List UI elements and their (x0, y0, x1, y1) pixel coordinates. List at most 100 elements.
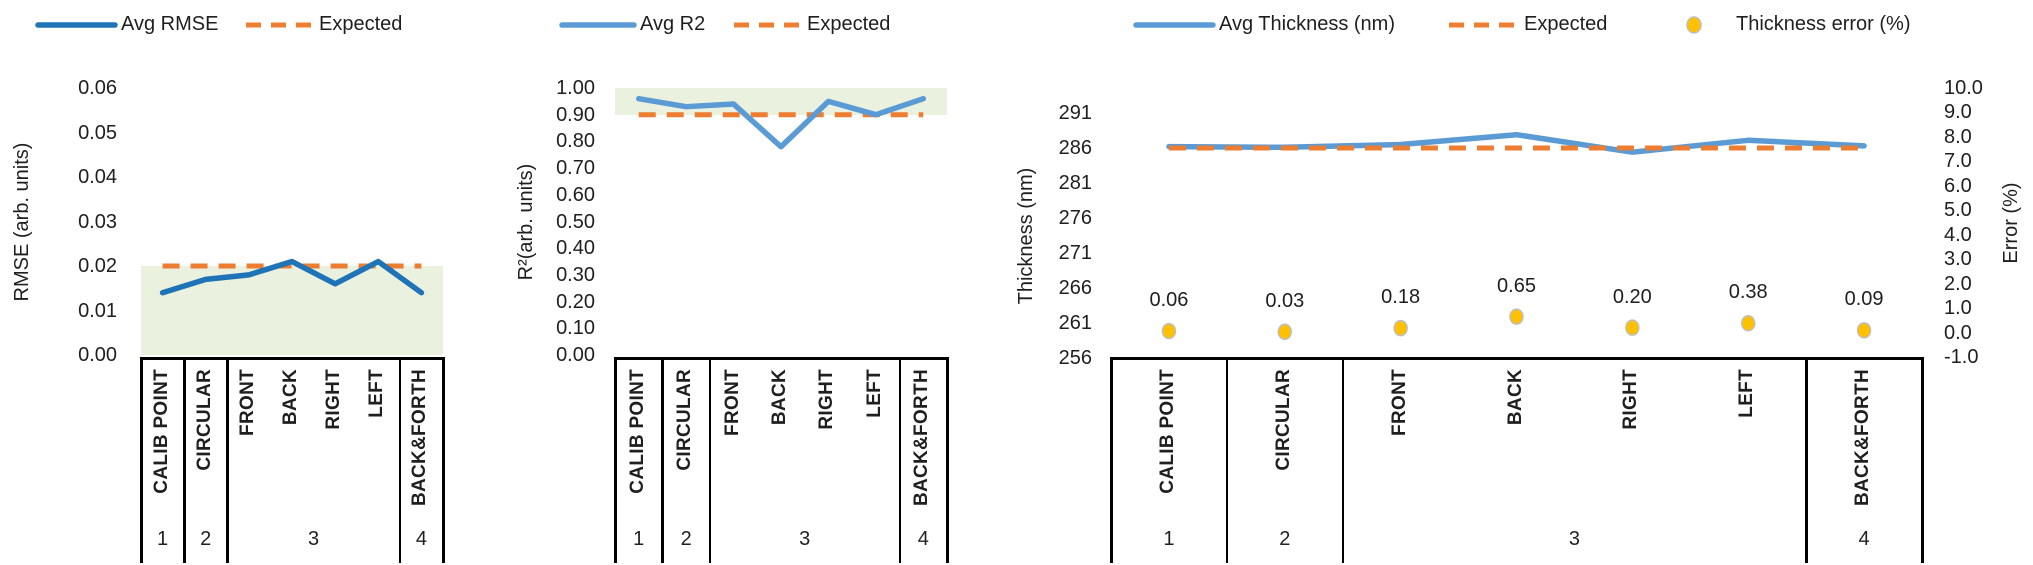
thickness-error-point (1856, 322, 1872, 339)
y-tick-label: 276 (1058, 207, 1092, 229)
y2-tick-label: 2.0 (1944, 272, 1972, 295)
x-axis-table-divider (1921, 357, 1924, 563)
target-band (141, 266, 443, 355)
y-tick-label: 0.60 (556, 183, 595, 206)
y-tick-label: 256 (1058, 347, 1092, 369)
x-axis-table-divider (183, 357, 186, 563)
thickness-error-point (1393, 319, 1408, 337)
x-group-label: 3 (308, 528, 320, 550)
x-axis-table-top-border (140, 357, 444, 360)
x-category-label: CIRCULAR (674, 369, 696, 471)
x-axis-table-divider (398, 357, 402, 563)
point-value-label: 0.38 (1728, 281, 1768, 304)
y-tick-label: 1.00 (556, 77, 595, 99)
y-tick-label: 0.05 (78, 121, 117, 144)
x-group-label: 4 (1858, 528, 1870, 550)
x-group-label: 2 (1279, 528, 1291, 550)
x-group-label: 2 (680, 528, 692, 550)
point-value-label: 0.20 (1612, 285, 1652, 308)
legend-label: Expected (319, 13, 403, 35)
y2-tick-label: 5.0 (1944, 199, 1972, 222)
x-axis-table-divider (661, 357, 664, 563)
x-category-label: RIGHT (323, 369, 345, 430)
x-group-label: 1 (157, 528, 169, 550)
legend-label: Thickness error (%) (1736, 13, 1911, 35)
y-tick-label: 0.06 (78, 77, 117, 99)
y2-axis-title: Error (%) (1999, 181, 2022, 264)
y-tick-label: 0.90 (556, 103, 595, 126)
y2-tick-label: 7.0 (1944, 150, 1972, 173)
y2-tick-label: 3.0 (1944, 248, 1972, 271)
y-tick-label: 271 (1058, 242, 1092, 264)
point-value-label: 0.03 (1265, 289, 1305, 312)
x-group-label: 3 (1568, 528, 1580, 550)
x-category-label: BACK&FORTH (911, 369, 933, 507)
x-axis-table-divider (898, 357, 902, 563)
y2-tick-label: 1.0 (1944, 297, 1972, 320)
series-line-avg-rmse (159, 258, 425, 296)
series-line-avg-r2 (635, 95, 927, 150)
thickness-error-point (1161, 322, 1177, 340)
x-axis-table-divider (1805, 357, 1808, 563)
x-category-label: BACK (280, 369, 301, 426)
legend-label: Expected (807, 13, 891, 35)
y-tick-label: 0.00 (556, 344, 595, 366)
x-group-label: 4 (415, 528, 427, 550)
x-axis-table-divider (1341, 357, 1345, 563)
y-tick-label: 0.30 (556, 263, 595, 286)
point-value-label: 0.65 (1497, 274, 1536, 297)
y-tick-label: 286 (1058, 137, 1092, 159)
y-tick-label: 0.40 (556, 237, 595, 260)
x-category-label: FRONT (236, 369, 258, 436)
x-category-label: RIGHT (816, 369, 838, 430)
legend-label: Expected (1524, 13, 1608, 35)
x-category-label: CALIB POINT (1156, 369, 1178, 494)
y2-tick-label: 4.0 (1944, 223, 1972, 246)
x-category-label: LEFT (1736, 369, 1758, 418)
y2-tick-label: -1.0 (1944, 346, 1979, 368)
y2-tick-label: 9.0 (1944, 101, 1972, 124)
y-tick-label: 0.03 (78, 210, 117, 233)
x-axis-table-divider (140, 357, 143, 563)
y-tick-label: 266 (1058, 277, 1092, 299)
x-category-label: CALIB POINT (626, 369, 648, 494)
x-category-label: CALIB POINT (150, 369, 172, 494)
x-category-label: RIGHT (1620, 369, 1642, 430)
x-group-label: 1 (1163, 528, 1175, 550)
y2-tick-label: 6.0 (1944, 174, 1972, 197)
y-tick-label: 0.00 (78, 344, 117, 366)
y-tick-label: 261 (1058, 312, 1092, 334)
y-tick-label: 0.20 (556, 290, 595, 313)
x-group-label: 4 (917, 528, 929, 550)
x-axis-table-divider (946, 357, 949, 563)
x-axis-table-divider (226, 357, 229, 563)
y-tick-label: 0.50 (556, 210, 595, 233)
y-axis-title: RMSE (arb. units) (10, 142, 33, 301)
y-tick-label: 0.04 (78, 166, 117, 188)
x-group-label: 3 (799, 528, 811, 550)
y-tick-label: 0.02 (78, 255, 117, 277)
x-category-label: BACK (769, 369, 790, 426)
x-category-label: LEFT (863, 369, 885, 418)
x-category-label: BACK (1504, 369, 1526, 426)
x-axis-table-divider (442, 357, 445, 563)
x-axis-table-top-border (614, 357, 948, 360)
x-category-label: FRONT (1388, 369, 1410, 436)
y-tick-label: 0.80 (556, 130, 595, 153)
x-axis-table-divider (614, 357, 617, 563)
x-axis-table-divider (1225, 357, 1229, 563)
point-value-label: 0.09 (1844, 288, 1884, 311)
x-category-label: CIRCULAR (1272, 369, 1294, 471)
y2-tick-label: 0.0 (1944, 321, 1972, 344)
point-value-label: 0.18 (1381, 286, 1421, 309)
y-tick-label: 0.01 (78, 299, 117, 322)
x-group-label: 1 (633, 528, 645, 550)
y-tick-label: 0.70 (556, 157, 595, 180)
y-tick-label: 0.10 (556, 317, 595, 340)
x-category-label: BACK&FORTH (409, 369, 431, 507)
x-axis-table-divider (1110, 357, 1113, 563)
y-tick-label: 281 (1058, 172, 1092, 194)
legend-label: Avg RMSE (121, 13, 219, 35)
thickness-error-point (1625, 319, 1640, 336)
